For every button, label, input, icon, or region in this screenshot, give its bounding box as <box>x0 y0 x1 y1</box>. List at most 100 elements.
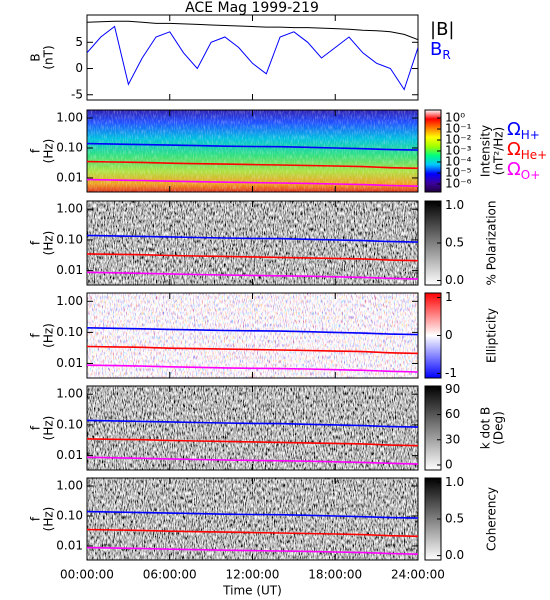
legend-entry: ΩHe+ <box>507 139 547 162</box>
legend-name: B <box>430 39 442 60</box>
y-tick-label: 0.01 <box>56 538 83 552</box>
y-label: f <box>29 240 43 245</box>
colorbar-tick-label: 10⁻⁵ <box>445 165 472 179</box>
y-tick-label: 0.01 <box>56 448 83 462</box>
spectrogram <box>87 293 418 378</box>
legend-subscript: He+ <box>521 148 547 162</box>
y-tick-label: 0.10 <box>56 417 83 431</box>
y-label-unit: (Hz) <box>42 231 56 256</box>
colorbar-tick-label: 10⁻² <box>445 133 472 147</box>
colorbar-tick-label: 1 <box>445 290 453 304</box>
y-tick-label: 1.00 <box>56 479 83 493</box>
x-tick-label: 18:00:00 <box>308 568 362 582</box>
colorbar-tick-label: 60 <box>445 407 460 421</box>
y-tick-label: 0.10 <box>56 232 83 246</box>
y-label: B <box>29 53 43 61</box>
legend-name: |B| <box>430 19 454 40</box>
series-line <box>87 327 418 336</box>
series-line <box>87 456 418 465</box>
legend-name: Ω <box>507 159 521 180</box>
y-tick-label: 0.10 <box>56 140 83 154</box>
spectrogram <box>87 386 418 470</box>
colorbar-unit: (Deg) <box>492 411 506 445</box>
y-tick-label: 0.10 <box>56 325 83 339</box>
colorbar-tick-label: 0.0 <box>445 273 464 287</box>
legend-entry: |B| <box>430 19 454 40</box>
y-tick-label: 5 <box>75 35 83 49</box>
legend-name: Ω <box>507 139 521 160</box>
colorbar-tick-label: 10⁰ <box>445 111 465 125</box>
x-tick-label: 12:00:00 <box>226 568 280 582</box>
y-tick-label: 1.00 <box>56 202 83 216</box>
y-label-unit: (Hz) <box>42 416 56 441</box>
colorbar <box>424 385 442 471</box>
y-label-unit: (Hz) <box>42 507 56 532</box>
y-label-unit: (Hz) <box>42 139 56 164</box>
colorbar-tick-label: -1 <box>445 366 457 380</box>
spectrogram <box>87 201 418 285</box>
series-line <box>87 364 418 373</box>
legend-entry: ΩH+ <box>507 119 540 142</box>
series-line <box>87 178 418 187</box>
colorbar-tick-label: 1.0 <box>445 198 464 212</box>
y-label: f <box>29 148 43 153</box>
x-tick-label: 24:00:00 <box>391 568 445 582</box>
colorbar-label: k dot B <box>479 407 493 449</box>
legend-entry: BR <box>430 39 451 62</box>
y-tick-label: 1.00 <box>56 294 83 308</box>
y-tick-label: 1.00 <box>56 387 83 401</box>
colorbar-tick-label: 10⁻⁶ <box>445 176 472 190</box>
spectrogram-texture <box>87 110 418 192</box>
y-label-unit: (nT) <box>42 45 56 69</box>
colorbar-tick-label: 10⁻⁴ <box>445 154 472 168</box>
y-label: f <box>29 425 43 430</box>
colorbar-label: Coherency <box>485 487 499 551</box>
y-label: f <box>29 516 43 521</box>
colorbar-tick-label: 10⁻¹ <box>445 122 472 136</box>
legend-subscript: R <box>442 48 450 62</box>
series-line <box>87 253 418 262</box>
series-line <box>87 419 418 428</box>
colorbar-label: Ellipticity <box>485 308 499 363</box>
colorbar-tick-label: 1.0 <box>445 475 464 489</box>
colorbar-tick-label: 0.0 <box>445 548 464 562</box>
y-tick-label: 0.01 <box>56 263 83 277</box>
colorbar-tick-label: 10⁻³ <box>445 144 472 158</box>
colorbar-tick-label: 0.5 <box>445 236 464 250</box>
series-line <box>87 528 418 538</box>
y-tick-label: 0.01 <box>56 170 83 184</box>
series-line <box>87 271 418 280</box>
series-line <box>87 510 418 519</box>
colorbar-unit: (nT²/Hz) <box>492 127 506 175</box>
colorbar-label: % Polarization <box>485 201 499 286</box>
legend-subscript: H+ <box>521 128 540 142</box>
series-line <box>87 25 418 91</box>
y-tick-label: 0.01 <box>56 356 83 370</box>
y-label-unit: (Hz) <box>42 323 56 348</box>
y-tick-label: 0 <box>75 61 83 75</box>
colorbar-tick-label: 30 <box>445 432 460 446</box>
colorbar-tick-label: 0.5 <box>445 512 464 526</box>
legend-subscript: O+ <box>521 168 541 182</box>
colorbar-tick-label: 0 <box>445 457 453 471</box>
y-label: f <box>29 333 43 338</box>
series-line <box>87 345 418 355</box>
series-line <box>87 546 418 555</box>
y-tick-label: 0.10 <box>56 508 83 522</box>
colorbar-tick-label: 90 <box>445 382 460 396</box>
series-line <box>87 234 418 243</box>
colorbar-label: Intensity <box>479 125 493 177</box>
legend-name: Ω <box>507 119 521 140</box>
spectrogram <box>87 478 418 560</box>
legend-entry: ΩO+ <box>507 159 540 182</box>
x-tick-label: 06:00:00 <box>143 568 197 582</box>
series-line <box>87 20 418 41</box>
colorbar-tick-label: 0 <box>445 328 453 342</box>
x-tick-label: 00:00:00 <box>60 568 114 582</box>
series-line <box>87 142 418 151</box>
y-tick-label: -5 <box>71 87 83 101</box>
x-label: Time (UT) <box>222 584 282 598</box>
series-line <box>87 438 418 447</box>
